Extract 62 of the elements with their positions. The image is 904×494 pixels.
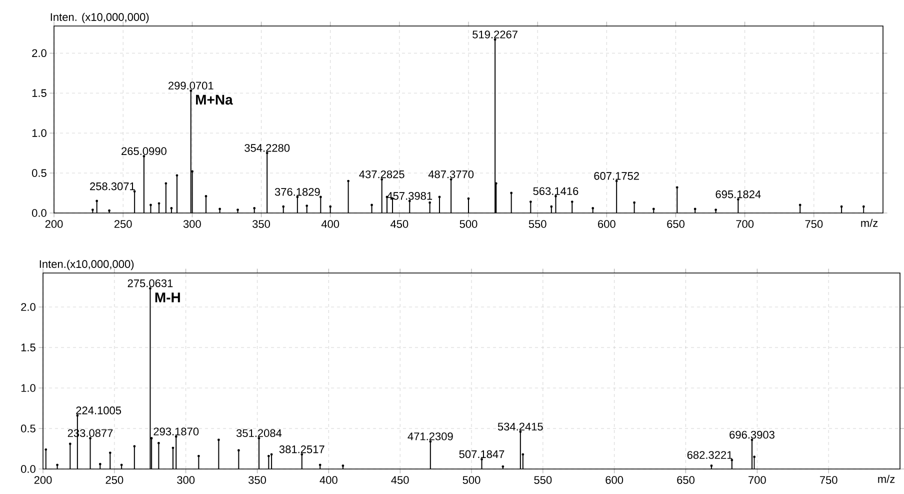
y-tick-label: 0.5 xyxy=(32,169,46,177)
x-tick-label: 250 xyxy=(114,220,132,228)
x-tick-label: 650 xyxy=(677,476,694,484)
x-tick-label: 700 xyxy=(748,476,766,484)
annotation: 682.3221 xyxy=(687,451,732,459)
x-axis-title: m/z xyxy=(861,218,878,227)
annotation: 519.2267 xyxy=(472,30,518,38)
annotation: 563.1416 xyxy=(533,187,578,196)
annotation: 437.2825 xyxy=(359,170,404,178)
y-tick-label: 0.0 xyxy=(21,465,36,473)
y-tick-label: 0.0 xyxy=(32,209,46,217)
annotation: M+Na xyxy=(196,94,233,105)
x-tick-label: 450 xyxy=(391,476,409,484)
x-tick-label: 550 xyxy=(534,476,552,484)
x-axis-title: m/z xyxy=(878,474,895,483)
x-tick-label: 550 xyxy=(528,220,546,228)
annotation: 351.2084 xyxy=(236,429,282,438)
x-tick-label: 200 xyxy=(34,476,52,484)
y-tick-label: 1.5 xyxy=(21,344,36,352)
annotation: 471.2309 xyxy=(408,432,453,440)
annotation: 258.3071 xyxy=(90,182,135,190)
x-tick-label: 700 xyxy=(736,220,754,228)
annotation: 487.3770 xyxy=(428,170,474,178)
annotation: 275.0631 xyxy=(128,279,173,288)
annotation: 534.2415 xyxy=(498,422,543,431)
y-tick-label: 1.0 xyxy=(21,384,36,392)
x-tick-label: 350 xyxy=(248,476,266,484)
annotation: 695.1824 xyxy=(716,190,761,198)
x-tick-label: 650 xyxy=(667,220,684,228)
annotation: 293.1870 xyxy=(154,428,199,436)
x-tick-label: 450 xyxy=(390,220,408,228)
annotation: 507.1847 xyxy=(459,450,504,458)
annotation: 299.0701 xyxy=(168,82,214,90)
x-tick-label: 600 xyxy=(606,476,624,484)
annotation: 381.2517 xyxy=(279,445,324,454)
annotation: M-H xyxy=(155,292,180,302)
x-tick-label: 250 xyxy=(106,476,124,484)
annotation: 224.1005 xyxy=(76,406,122,414)
y-tick-label: 2.0 xyxy=(21,303,36,311)
x-tick-label: 600 xyxy=(598,220,616,228)
x-tick-label: 300 xyxy=(183,220,201,228)
annotation: 376.1829 xyxy=(274,188,320,196)
x-tick-label: 500 xyxy=(462,476,480,484)
x-tick-label: 400 xyxy=(320,476,338,484)
annotation: 354.2280 xyxy=(244,144,290,152)
x-tick-label: 750 xyxy=(820,476,838,484)
annotation: 696.3903 xyxy=(730,430,774,439)
y-axis-title: Inten.(x10,000,000) xyxy=(40,260,134,270)
y-tick-label: 1.0 xyxy=(32,129,46,137)
y-tick-label: 1.5 xyxy=(32,89,46,97)
annotation: 265.0990 xyxy=(122,147,166,156)
y-axis-title: Inten. (x10,000,000) xyxy=(50,12,149,24)
annotation: 607.1752 xyxy=(594,172,639,180)
x-tick-label: 750 xyxy=(805,220,823,228)
x-tick-label: 500 xyxy=(460,220,478,228)
x-tick-label: 300 xyxy=(177,476,195,484)
x-tick-label: 400 xyxy=(321,220,340,228)
annotation: 457.3981 xyxy=(386,192,432,200)
x-tick-label: 350 xyxy=(252,220,270,228)
x-tick-label: 200 xyxy=(45,220,63,228)
y-tick-label: 0.5 xyxy=(21,424,36,432)
y-tick-label: 2.0 xyxy=(32,49,46,58)
